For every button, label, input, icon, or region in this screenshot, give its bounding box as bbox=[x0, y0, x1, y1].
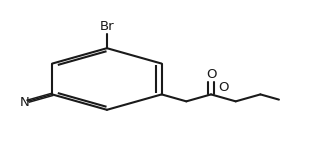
Text: Br: Br bbox=[99, 20, 114, 33]
Text: O: O bbox=[218, 81, 229, 94]
Text: N: N bbox=[20, 96, 29, 109]
Text: O: O bbox=[206, 68, 216, 81]
